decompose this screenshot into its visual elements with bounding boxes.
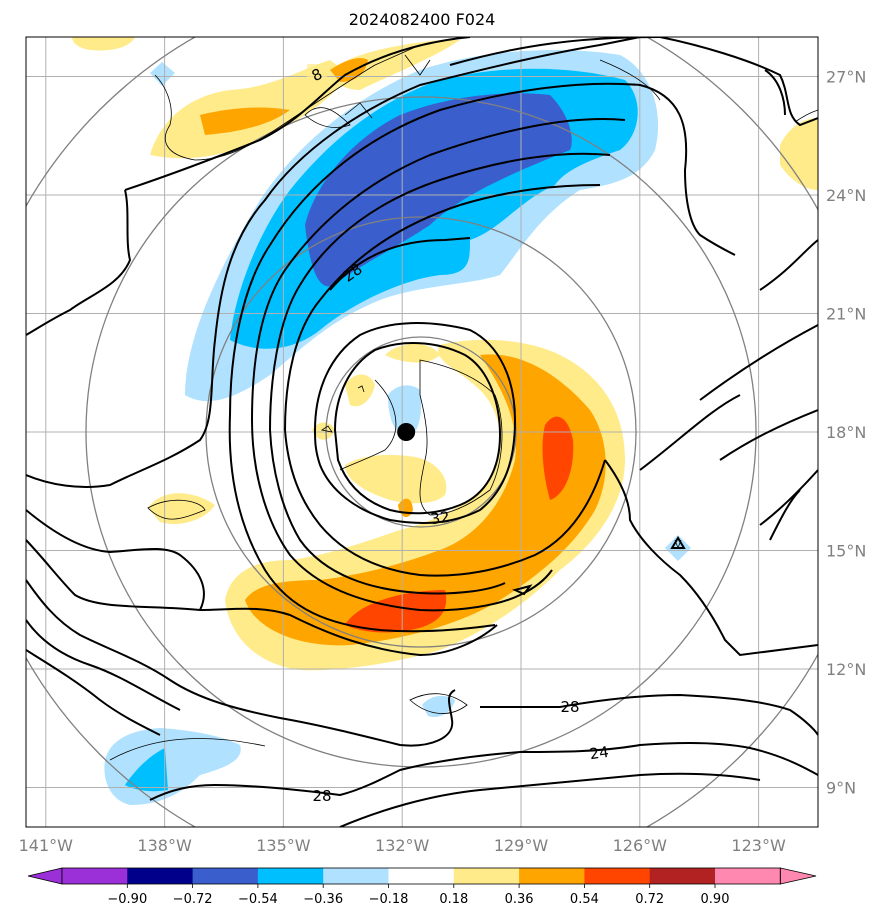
colorbar-segment xyxy=(192,868,259,884)
range-rings xyxy=(26,37,818,827)
colorbar-tick-label: −0.90 xyxy=(107,892,147,907)
latitude-tick-label: 12°N xyxy=(826,660,866,679)
longitude-tick-label: 135°W xyxy=(256,836,311,855)
colorbar-tick-label: 0.54 xyxy=(570,892,599,907)
colorbar: −0.90 −0.72 −0.54 −0.36 −0.18 0.18 0.36 0.54 0.7… xyxy=(27,867,817,907)
map-title: 2024082400 F024 xyxy=(348,10,496,29)
storm-center-marker xyxy=(397,423,416,441)
colorbar-segment xyxy=(388,868,455,884)
colorbar-segment xyxy=(127,868,194,884)
colorbar-tick-label: −0.72 xyxy=(173,892,213,907)
contour-label: 28 xyxy=(560,698,579,716)
colorbar-segment xyxy=(715,868,781,884)
contour-label: 32 xyxy=(429,508,450,528)
latitude-tick-label: 15°N xyxy=(826,542,866,561)
colorbar-segment xyxy=(257,868,324,884)
colorbar-segment xyxy=(323,868,389,884)
thin-contours xyxy=(109,44,818,761)
colorbar-tick-label: −0.36 xyxy=(303,892,343,907)
colorbar-segment xyxy=(519,868,585,884)
colorbar-tick-label: 0.72 xyxy=(635,892,664,907)
latitude-tick-label: 18°N xyxy=(826,423,866,442)
colorbar-frame xyxy=(61,867,781,885)
latitude-tick-label: 21°N xyxy=(826,305,866,324)
longitude-tick-label: 141°W xyxy=(19,836,74,855)
longitude-tick-labels: 141°W 138°W 135°W 132°W 129°W 126°W 123°W xyxy=(19,836,786,855)
longitude-tick-label: 138°W xyxy=(137,836,192,855)
contour-label: 24 xyxy=(588,743,609,763)
longitude-tick-label: 129°W xyxy=(494,836,549,855)
latitude-tick-labels: 27°N 24°N 21°N 18°N 15°N 12°N 9°N xyxy=(826,68,866,798)
latitude-tick-label: 27°N xyxy=(826,68,866,87)
colorbar-tick-label: −0.18 xyxy=(369,892,409,907)
colorbar-tick-label: 0.90 xyxy=(701,892,730,907)
isotach-contours xyxy=(26,37,818,827)
longitude-tick-label: 123°W xyxy=(731,836,786,855)
longitude-tick-label: 132°W xyxy=(375,836,430,855)
colorbar-tick-label: 0.36 xyxy=(505,892,534,907)
colorbar-tick-label: 0.18 xyxy=(439,892,468,907)
plot-frame xyxy=(25,36,819,828)
colorbar-segment xyxy=(453,868,520,884)
colorbar-segment xyxy=(649,868,716,884)
latitude-tick-label: 9°N xyxy=(826,779,856,798)
colorbar-segment xyxy=(62,868,128,884)
colorbar-extend-low xyxy=(27,867,63,885)
graticule xyxy=(26,37,818,827)
colorbar-segment xyxy=(584,868,651,884)
longitude-tick-label: 126°W xyxy=(613,836,668,855)
colorbar-extend-high xyxy=(779,867,817,885)
colorbar-tick-label: −0.54 xyxy=(238,892,278,907)
latitude-tick-label: 24°N xyxy=(826,186,866,205)
contour-label: 28 xyxy=(312,787,331,805)
